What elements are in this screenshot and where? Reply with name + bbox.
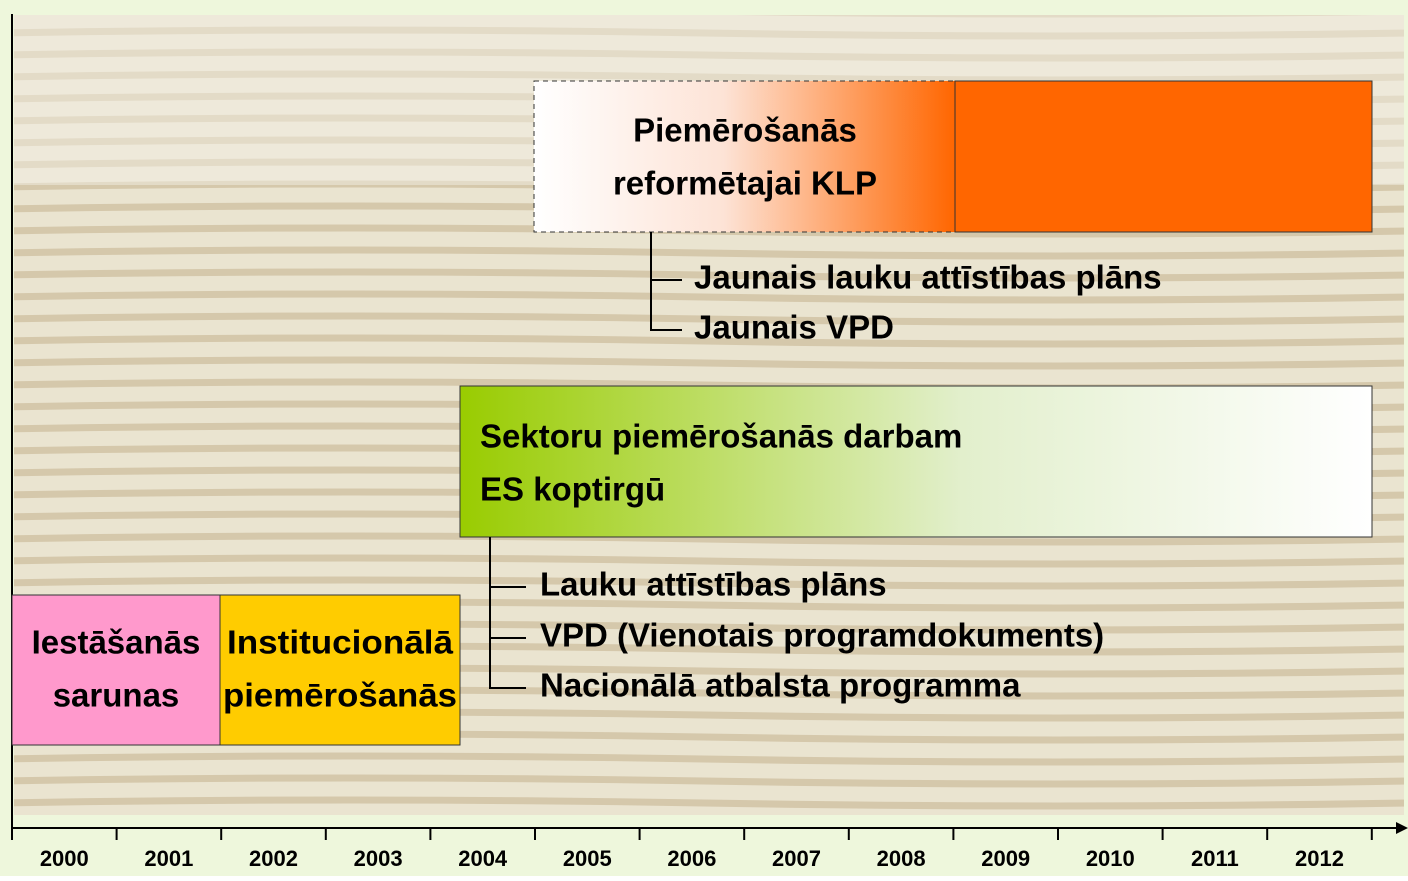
year-label: 2009 (981, 846, 1030, 871)
reformed-box (955, 81, 1372, 232)
year-label: 2000 (40, 846, 89, 871)
box-label: Sektoru piemērošanās darbam (480, 418, 962, 455)
timeline: 2000 2001 2002 2003 2004 2005 2006 2007 2008 2009… (0, 0, 1408, 876)
accession-box (12, 595, 220, 745)
year-label: 2004 (458, 846, 508, 871)
list-item: Nacionālā atbalsta programma (540, 667, 1021, 704)
institutional-box (220, 595, 460, 745)
year-label: 2007 (772, 846, 821, 871)
list-item: Jaunais VPD (694, 309, 894, 346)
page: 2000 2001 2002 2003 2004 2005 2006 2007 2008 2009… (0, 0, 1408, 876)
sectoral-box (460, 386, 1372, 537)
year-label: 2005 (563, 846, 612, 871)
year-label: 2008 (877, 846, 926, 871)
box-label: sarunas (53, 677, 180, 714)
list-item: Lauku attīstības plāns (540, 566, 887, 603)
year-label: 2006 (667, 846, 716, 871)
year-label: 2012 (1295, 846, 1344, 871)
reformed-transition-box (534, 81, 955, 232)
year-label: 2001 (144, 846, 193, 871)
box-label: Institucionālā (227, 624, 454, 661)
box-label: Piemērošanās (633, 112, 857, 149)
list-item: VPD (Vienotais programdokuments) (540, 617, 1104, 654)
year-label: 2010 (1086, 846, 1135, 871)
year-label: 2011 (1191, 846, 1239, 871)
year-label: 2003 (354, 846, 403, 871)
box-label: piemērošanās (223, 677, 457, 714)
box-label: Iestāšanās (32, 624, 201, 661)
box-label: reformētajai KLP (613, 165, 877, 202)
box-label: ES koptirgū (480, 471, 665, 508)
list-item: Jaunais lauku attīstības plāns (694, 259, 1162, 296)
year-label: 2002 (249, 846, 298, 871)
